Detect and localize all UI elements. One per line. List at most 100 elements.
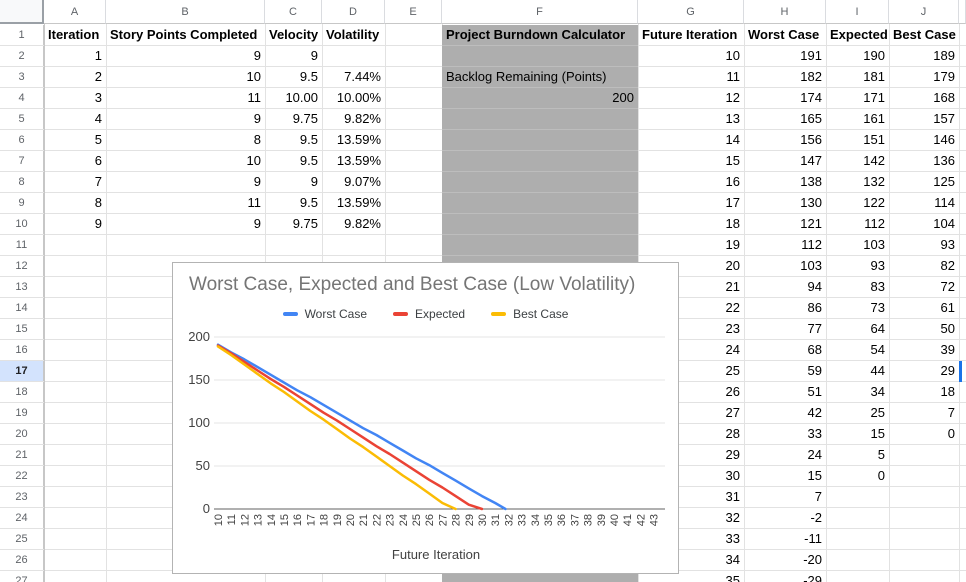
cell-B10[interactable]: 9 [253,216,261,231]
row-header-22[interactable]: 22 [0,466,44,486]
embedded-chart[interactable]: 0 50 100 150 200 10 11 12 13 14 15 16 17 18 19 20 21 22 23… [172,262,679,574]
cell-D7[interactable]: 13.59% [336,153,381,168]
cell-I17[interactable]: 44 [870,363,885,378]
cell-J19[interactable]: 7 [947,405,955,420]
cell-I6[interactable]: 151 [863,132,885,147]
cell-H1[interactable]: Worst Case [748,27,820,42]
cell-G18[interactable]: 26 [725,384,740,399]
cell-H14[interactable]: 86 [807,300,822,315]
cell-A8[interactable]: 7 [94,174,102,189]
column-header-F[interactable]: F [442,0,638,24]
cell-G9[interactable]: 17 [725,195,740,210]
cell-F4[interactable]: 200 [612,90,634,105]
cell-H27[interactable]: -29 [803,573,822,582]
column-header-I[interactable]: I [826,0,889,24]
cell-H4[interactable]: 174 [800,90,822,105]
cell-I21[interactable]: 5 [877,447,885,462]
cell-J12[interactable]: 82 [940,258,955,273]
cell-G24[interactable]: 32 [725,510,740,525]
row-header-27[interactable]: 27 [0,571,44,582]
cell-H20[interactable]: 33 [807,426,822,441]
cell-G11[interactable]: 19 [725,237,740,252]
row-header-12[interactable]: 12 [0,256,44,276]
cell-G3[interactable]: 11 [726,69,741,84]
cell-C6[interactable]: 9.5 [299,132,318,147]
cell-I20[interactable]: 15 [870,426,885,441]
cell-J16[interactable]: 39 [940,342,955,357]
column-header-H[interactable]: H [744,0,826,24]
row-header-8[interactable]: 8 [0,172,44,192]
cell-I5[interactable]: 161 [863,111,885,126]
cell-D5[interactable]: 9.82% [344,111,381,126]
cell-H19[interactable]: 42 [807,405,822,420]
cell-H26[interactable]: -20 [803,552,822,567]
cell-H16[interactable]: 68 [807,342,822,357]
cell-D6[interactable]: 13.59% [336,132,381,147]
cell-B7[interactable]: 10 [246,153,261,168]
cell-G8[interactable]: 16 [725,174,740,189]
cell-G2[interactable]: 10 [725,48,740,63]
column-header-E[interactable]: E [385,0,442,24]
cell-I2[interactable]: 190 [863,48,885,63]
cell-F3[interactable]: Backlog Remaining (Points) [446,69,607,84]
cell-D10[interactable]: 9.82% [344,216,381,231]
cell-H15[interactable]: 77 [807,321,822,336]
cell-H24[interactable]: -2 [810,510,822,525]
cell-H12[interactable]: 103 [800,258,822,273]
cell-B5[interactable]: 9 [253,111,261,126]
cell-D8[interactable]: 9.07% [344,174,381,189]
cell-I4[interactable]: 171 [863,90,885,105]
cell-B2[interactable]: 9 [253,48,261,63]
row-header-2[interactable]: 2 [0,46,44,66]
column-header-A[interactable]: A [44,0,106,24]
column-header-C[interactable]: C [265,0,322,24]
cell-C7[interactable]: 9.5 [299,153,318,168]
row-header-7[interactable]: 7 [0,151,44,171]
row-header-20[interactable]: 20 [0,424,44,444]
cell-J8[interactable]: 125 [933,174,955,189]
cell-D1[interactable]: Volatility [326,27,380,42]
cell-G16[interactable]: 24 [725,342,740,357]
row-header-18[interactable]: 18 [0,382,44,402]
cell-A7[interactable]: 6 [94,153,102,168]
cell-G22[interactable]: 30 [725,468,740,483]
row-header-11[interactable]: 11 [0,235,44,255]
cell-J18[interactable]: 18 [940,384,955,399]
cell-B3[interactable]: 10 [246,69,261,84]
cell-I22[interactable]: 0 [877,468,885,483]
cell-C5[interactable]: 9.75 [292,111,318,126]
cell-J15[interactable]: 50 [940,321,955,336]
cell-C1[interactable]: Velocity [269,27,319,42]
cell-I1[interactable]: Expected [830,27,888,42]
cell-I11[interactable]: 103 [863,237,885,252]
cell-A9[interactable]: 8 [94,195,102,210]
cell-H22[interactable]: 15 [807,468,822,483]
cell-I12[interactable]: 93 [870,258,885,273]
cell-D9[interactable]: 13.59% [336,195,381,210]
cell-J9[interactable]: 114 [934,195,955,210]
cell-D4[interactable]: 10.00% [336,90,381,105]
cell-J3[interactable]: 179 [933,69,955,84]
cell-H2[interactable]: 191 [800,48,822,63]
cell-I10[interactable]: 112 [864,216,885,231]
cell-B4[interactable]: 11 [247,90,262,105]
cell-A3[interactable]: 2 [94,69,102,84]
column-header-D[interactable]: D [322,0,385,24]
cell-I19[interactable]: 25 [870,405,885,420]
cell-H13[interactable]: 94 [807,279,822,294]
cell-C10[interactable]: 9.75 [292,216,318,231]
cell-G7[interactable]: 15 [725,153,740,168]
row-header-3[interactable]: 3 [0,67,44,87]
cell-J2[interactable]: 189 [933,48,955,63]
cell-H6[interactable]: 156 [800,132,822,147]
cell-H10[interactable]: 121 [800,216,822,231]
cell-I9[interactable]: 122 [863,195,885,210]
cell-G19[interactable]: 27 [725,405,740,420]
row-header-14[interactable]: 14 [0,298,44,318]
cell-C8[interactable]: 9 [310,174,318,189]
cell-B8[interactable]: 9 [253,174,261,189]
row-header-5[interactable]: 5 [0,109,44,129]
column-header-partial[interactable] [959,0,966,24]
cell-H11[interactable]: 112 [801,237,822,252]
cell-H5[interactable]: 165 [800,111,822,126]
